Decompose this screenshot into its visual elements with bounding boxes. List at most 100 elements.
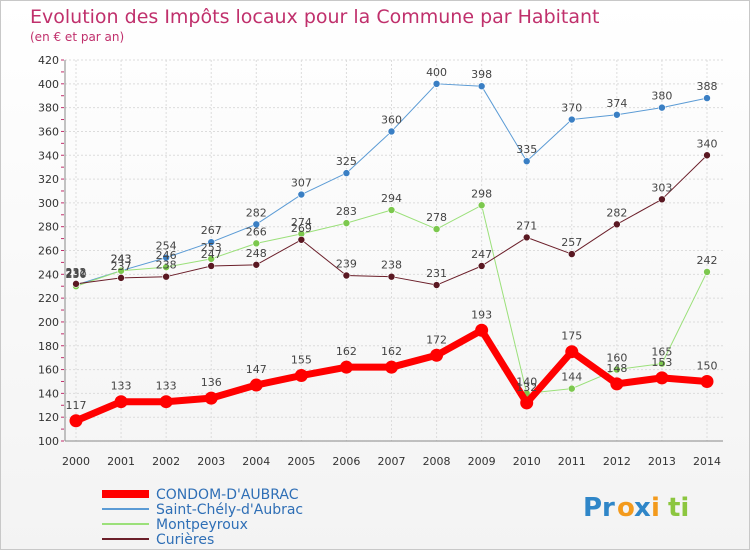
data-point-curi-res [252, 260, 261, 269]
logo-part: o [617, 493, 635, 523]
data-label-condom-d-aubrac: 133 [156, 380, 177, 393]
data-label-curi-res: 238 [381, 259, 402, 272]
y-tick-label: 120 [38, 411, 59, 424]
y-tick-label: 280 [38, 221, 59, 234]
data-label-curi-res: 269 [291, 222, 312, 235]
series-line-condom-d-aubrac [72, 326, 711, 425]
data-label-saint-ch-ly-d-aubrac: 267 [201, 224, 222, 237]
data-label-montpeyroux: 298 [471, 187, 492, 200]
data-point-condom-d-aubrac [204, 391, 218, 405]
data-label-condom-d-aubrac: 132 [516, 381, 537, 394]
data-label-montpeyroux: 278 [426, 211, 447, 224]
data-label-curi-res: 247 [471, 248, 492, 261]
data-point-saint-ch-ly-d-aubrac [567, 115, 576, 124]
chart-subtitle: (en € et par an) [30, 30, 124, 44]
data-label-curi-res: 271 [516, 219, 537, 232]
data-point-curi-res [297, 235, 306, 244]
x-tick-label: 2007 [378, 455, 406, 468]
data-point-curi-res [522, 233, 531, 242]
data-point-saint-ch-ly-d-aubrac [477, 82, 486, 90]
y-tick-label: 420 [38, 54, 59, 67]
legend: CONDOM-D'AUBRACSaint-Chély-d'AubracMontp… [102, 487, 303, 548]
data-label-saint-ch-ly-d-aubrac: 398 [471, 68, 492, 81]
y-tick-label: 240 [38, 268, 59, 281]
y-tick-label: 220 [38, 292, 59, 305]
x-tick-label: 2006 [332, 455, 360, 468]
chart-title: Evolution des Impôts locaux pour la Comm… [30, 6, 600, 28]
data-point-curi-res [117, 274, 125, 282]
data-point-saint-ch-ly-d-aubrac [297, 190, 306, 199]
data-label-condom-d-aubrac: 162 [381, 345, 402, 358]
data-point-condom-d-aubrac [565, 345, 579, 359]
data-point-condom-d-aubrac [475, 323, 489, 337]
data-point-montpeyroux [477, 201, 486, 210]
x-tick-label: 2003 [197, 455, 225, 468]
x-tick-label: 2013 [648, 455, 676, 468]
data-label-saint-ch-ly-d-aubrac: 388 [697, 80, 718, 93]
data-label-condom-d-aubrac: 136 [201, 376, 222, 389]
data-point-curi-res [162, 272, 170, 281]
legend-label-montpeyroux: Montpeyroux [156, 517, 248, 533]
x-tick-label: 2004 [242, 455, 270, 468]
x-tick-label: 2010 [513, 455, 541, 468]
logo-part: i [651, 493, 660, 523]
y-tick-label: 340 [38, 149, 59, 162]
data-point-montpeyroux [613, 365, 621, 374]
data-label-montpeyroux: 230 [66, 268, 87, 281]
data-label-curi-res: 232 [66, 266, 87, 279]
data-point-curi-res [703, 151, 711, 160]
x-tick-label: 2008 [423, 455, 451, 468]
data-label-saint-ch-ly-d-aubrac: 231 [66, 267, 87, 280]
y-tick-label: 160 [38, 364, 59, 377]
data-label-curi-res: 237 [111, 260, 132, 273]
legend-label-saint-ch-ly-d-aubrac: Saint-Chély-d'Aubrac [156, 502, 303, 518]
data-label-curi-res: 248 [246, 247, 267, 260]
data-point-curi-res [613, 220, 621, 229]
data-label-curi-res: 238 [156, 259, 177, 272]
axes: 100 120 140 160 180 200 220 240 260 280 300 320 340 3… [38, 54, 723, 468]
data-point-curi-res [567, 250, 576, 258]
data-point-curi-res [72, 280, 80, 288]
data-label-montpeyroux: 294 [381, 192, 402, 205]
data-point-condom-d-aubrac [700, 374, 714, 388]
data-label-montpeyroux: 144 [561, 371, 582, 384]
data-point-saint-ch-ly-d-aubrac [207, 238, 216, 246]
data-label-montpeyroux: 242 [697, 254, 718, 267]
x-tick-label: 2002 [152, 455, 180, 468]
data-point-condom-d-aubrac [294, 369, 308, 383]
data-point-curi-res [658, 195, 666, 204]
data-label-montpeyroux: 243 [111, 253, 132, 266]
x-tick-label: 2001 [107, 455, 135, 468]
logo-part: x [634, 493, 651, 523]
data-label-condom-d-aubrac: 172 [426, 333, 447, 346]
data-label-curi-res: 257 [561, 236, 582, 249]
data-point-saint-ch-ly-d-aubrac [432, 80, 441, 88]
x-tick-label: 2014 [693, 455, 721, 468]
data-point-montpeyroux [658, 359, 666, 368]
data-label-saint-ch-ly-d-aubrac: 243 [111, 253, 132, 266]
data-point-condom-d-aubrac [114, 395, 128, 409]
data-point-condom-d-aubrac [69, 414, 83, 428]
y-tick-label: 200 [38, 316, 59, 329]
data-point-condom-d-aubrac [159, 395, 173, 409]
data-label-condom-d-aubrac: 133 [111, 380, 132, 393]
data-label-condom-d-aubrac: 147 [246, 363, 267, 376]
data-point-curi-res [387, 272, 396, 281]
data-label-saint-ch-ly-d-aubrac: 335 [516, 143, 537, 156]
data-label-condom-d-aubrac: 193 [471, 308, 492, 321]
data-point-montpeyroux [567, 384, 576, 393]
data-point-condom-d-aubrac [339, 360, 353, 374]
y-tick-label: 100 [38, 435, 59, 448]
data-label-saint-ch-ly-d-aubrac: 254 [156, 240, 177, 253]
data-point-montpeyroux [342, 219, 351, 227]
x-tick-label: 2005 [287, 455, 315, 468]
y-tick-label: 260 [38, 245, 59, 258]
legend-label-curi-res: Curières [156, 532, 214, 548]
data-label-curi-res: 247 [201, 248, 222, 261]
x-tick-label: 2011 [558, 455, 586, 468]
data-point-montpeyroux [432, 225, 441, 233]
data-point-saint-ch-ly-d-aubrac [342, 169, 351, 177]
data-point-condom-d-aubrac [385, 360, 398, 374]
data-label-saint-ch-ly-d-aubrac: 282 [246, 206, 267, 219]
data-point-montpeyroux [162, 263, 170, 271]
